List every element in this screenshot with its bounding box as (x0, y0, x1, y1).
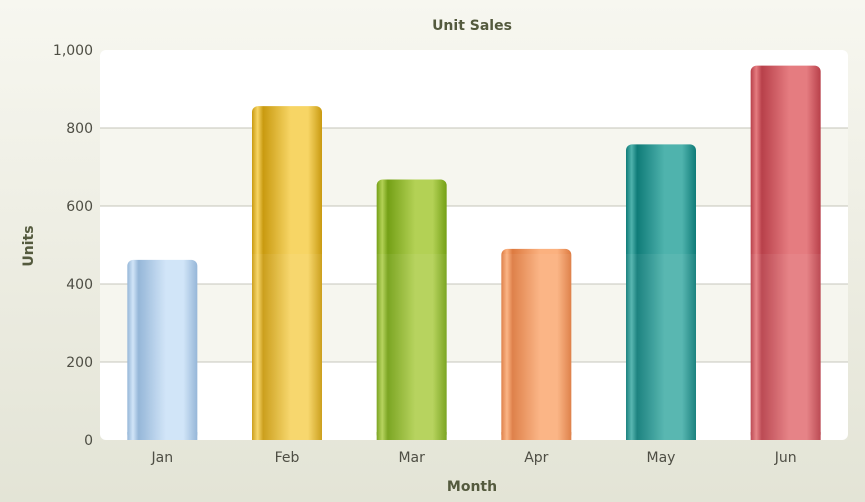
x-tick-label: Feb (275, 450, 300, 466)
x-tick-label: May (647, 450, 676, 466)
grid-band (100, 284, 848, 362)
bar-base (376, 432, 447, 440)
y-tick-label: 600 (66, 199, 93, 215)
bar-feb (252, 106, 322, 440)
chart-title: Unit Sales (432, 18, 512, 34)
x-axis-ticks: Jan Feb Mar Apr May Jun (151, 450, 797, 466)
bar-may (626, 144, 696, 440)
bar-apr (501, 248, 572, 440)
gridlines (100, 127, 848, 363)
bar-jan (127, 259, 198, 440)
y-tick-label: 200 (66, 355, 93, 371)
bar-base (626, 432, 696, 440)
x-tick-label: Apr (524, 450, 548, 466)
bar-base (252, 432, 322, 440)
x-tick-label: Mar (398, 450, 425, 466)
y-tick-label: 800 (66, 121, 93, 137)
gloss-overlay (100, 254, 848, 440)
y-axis-title: Units (21, 225, 37, 266)
y-tick-label: 1,000 (53, 43, 93, 59)
bar-base (750, 432, 821, 440)
y-tick-label: 0 (84, 433, 93, 449)
x-tick-label: Jan (151, 450, 174, 466)
bar-base (127, 432, 198, 440)
y-axis-ticks: 0 200 400 600 800 1,000 (53, 43, 93, 449)
grid-band (100, 128, 848, 206)
bars (100, 65, 848, 441)
x-axis-title: Month (447, 479, 497, 495)
y-tick-label: 400 (66, 277, 93, 293)
bar-jun (750, 65, 821, 440)
bar-base (501, 432, 572, 440)
x-tick-label: Jun (774, 450, 797, 466)
bar-mar (376, 179, 447, 441)
